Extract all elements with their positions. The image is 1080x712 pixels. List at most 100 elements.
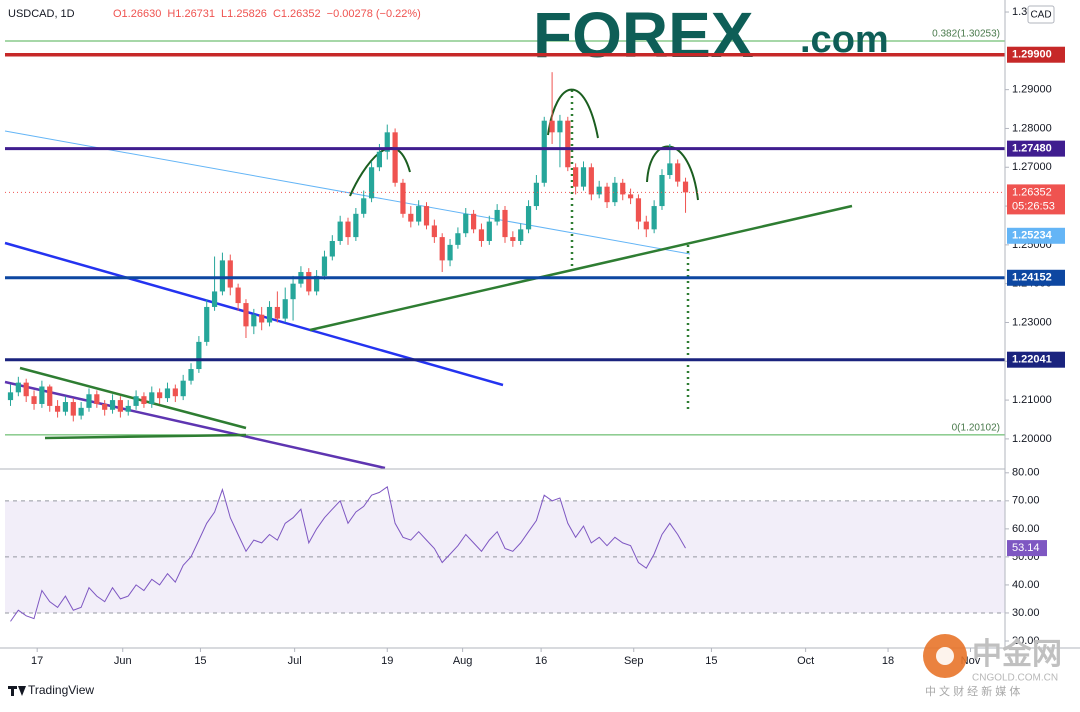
candle-body	[109, 400, 116, 410]
shoulder-arc	[646, 145, 699, 201]
level-label: 1.27480	[1012, 143, 1052, 155]
candle-body	[337, 221, 343, 241]
ohlc-value: O1.26630	[113, 8, 161, 20]
candle-body	[266, 306, 273, 323]
candle-body	[643, 221, 649, 230]
x-tick-label: 15	[705, 655, 717, 667]
candle-body	[518, 229, 524, 241]
candle-body	[39, 386, 45, 404]
level-label: 1.24152	[1012, 272, 1052, 284]
ohlc-value: L1.25826	[221, 8, 267, 20]
candle-body	[196, 341, 202, 370]
candle-body	[149, 392, 155, 404]
cn-tagline: 中 文 财 经 新 媒 体	[925, 684, 1020, 698]
level-tag	[1007, 351, 1065, 368]
ohlc-value: −0.00278 (−0.22%)	[327, 8, 421, 20]
y-tick-label: 1.23000	[1012, 316, 1052, 328]
ohlc-value: C1.26352	[273, 8, 321, 20]
cn-name: 中金网	[972, 637, 1062, 671]
candle-body	[384, 132, 390, 152]
candle-body	[533, 182, 539, 207]
candle-body	[188, 369, 194, 381]
candle-body	[423, 206, 430, 226]
candle-body	[259, 314, 265, 323]
candle-body	[573, 167, 579, 187]
candle-body	[392, 132, 398, 183]
ohlc-value: H1.26731	[167, 8, 215, 20]
y-tick-label: 70.00	[1012, 495, 1040, 507]
candle-body	[31, 396, 37, 404]
candle-body	[78, 407, 84, 416]
candle-body	[416, 206, 422, 222]
y-tick-label: 1.28000	[1012, 122, 1052, 134]
candle-body	[408, 213, 414, 222]
candle-body	[502, 209, 508, 238]
candle-body	[478, 229, 485, 241]
candle-body	[353, 213, 359, 238]
y-tick-label: 1.21000	[1012, 394, 1052, 406]
trendline	[4, 130, 691, 255]
y-tick-label: 80.00	[1012, 467, 1040, 479]
candle-body	[70, 402, 76, 416]
level-tag	[1007, 140, 1065, 157]
candle-body	[557, 120, 563, 133]
candle-body	[627, 194, 634, 199]
candle-body	[321, 256, 328, 276]
candle-body	[620, 182, 626, 195]
level-label: 1.25234	[1012, 230, 1053, 242]
x-tick-label: 18	[882, 655, 894, 667]
candle-body	[682, 181, 689, 193]
candle-body	[133, 396, 139, 406]
level-tag	[1007, 269, 1065, 286]
candle-body	[580, 167, 587, 187]
candle-body	[368, 167, 375, 199]
level-tag	[1007, 46, 1065, 63]
x-tick-label: 17	[31, 655, 43, 667]
candle-body	[345, 221, 351, 238]
candle-body	[463, 213, 469, 234]
cn-site: CNGOLD.COM.CN	[972, 673, 1058, 684]
candle-body	[172, 388, 178, 397]
currency: CAD	[1030, 10, 1051, 21]
candle-body	[314, 275, 320, 292]
candle-body	[612, 182, 618, 203]
candle-body	[47, 386, 53, 406]
candle-body	[94, 394, 100, 404]
candle-body	[117, 400, 123, 412]
candle-body	[164, 388, 171, 399]
candle-body	[204, 306, 210, 342]
x-tick-label: 19	[381, 655, 393, 667]
candle-body	[227, 260, 233, 288]
last-price-tag	[1007, 184, 1065, 215]
footer-brand: TradingView	[28, 683, 94, 697]
x-tick-label: 16	[535, 655, 547, 667]
candle-body	[471, 213, 477, 230]
x-tick-label: Jul	[288, 655, 302, 667]
foreground-layer: 1.29900 1.27480 1.25234 1.24152 1.22041 1.263…	[5, 46, 1065, 622]
cn-logo-inner	[936, 647, 954, 665]
y-tick-label: 1.27000	[1012, 161, 1052, 173]
candle-body	[157, 392, 163, 399]
x-tick-label: 15	[194, 655, 206, 667]
currency-box	[1027, 5, 1055, 24]
candle-body	[7, 392, 14, 401]
candle-body	[675, 163, 681, 182]
candle-body	[510, 237, 516, 241]
x-tick-label: Jun	[114, 655, 132, 667]
ohlc: O1.26630 H1.26731 L1.25826 C1.26352 −0.00278…	[113, 8, 421, 20]
candle-body	[329, 240, 335, 257]
candle-body	[549, 120, 555, 133]
candle-body	[447, 244, 453, 261]
candle-body	[211, 291, 218, 307]
y-tick-label: 20.00	[1012, 635, 1040, 647]
rsi-label: 53.14	[1012, 542, 1040, 554]
tradingview-logo	[8, 686, 26, 696]
candle-body	[282, 299, 288, 319]
candle-body	[141, 396, 147, 404]
candle-body	[102, 403, 108, 410]
x-tick-label: Sep	[624, 655, 644, 667]
candle-body	[541, 120, 547, 183]
fib-label: 0.382(1.30253)	[932, 29, 1000, 40]
candle-body	[251, 314, 257, 327]
candle-body	[400, 182, 406, 214]
